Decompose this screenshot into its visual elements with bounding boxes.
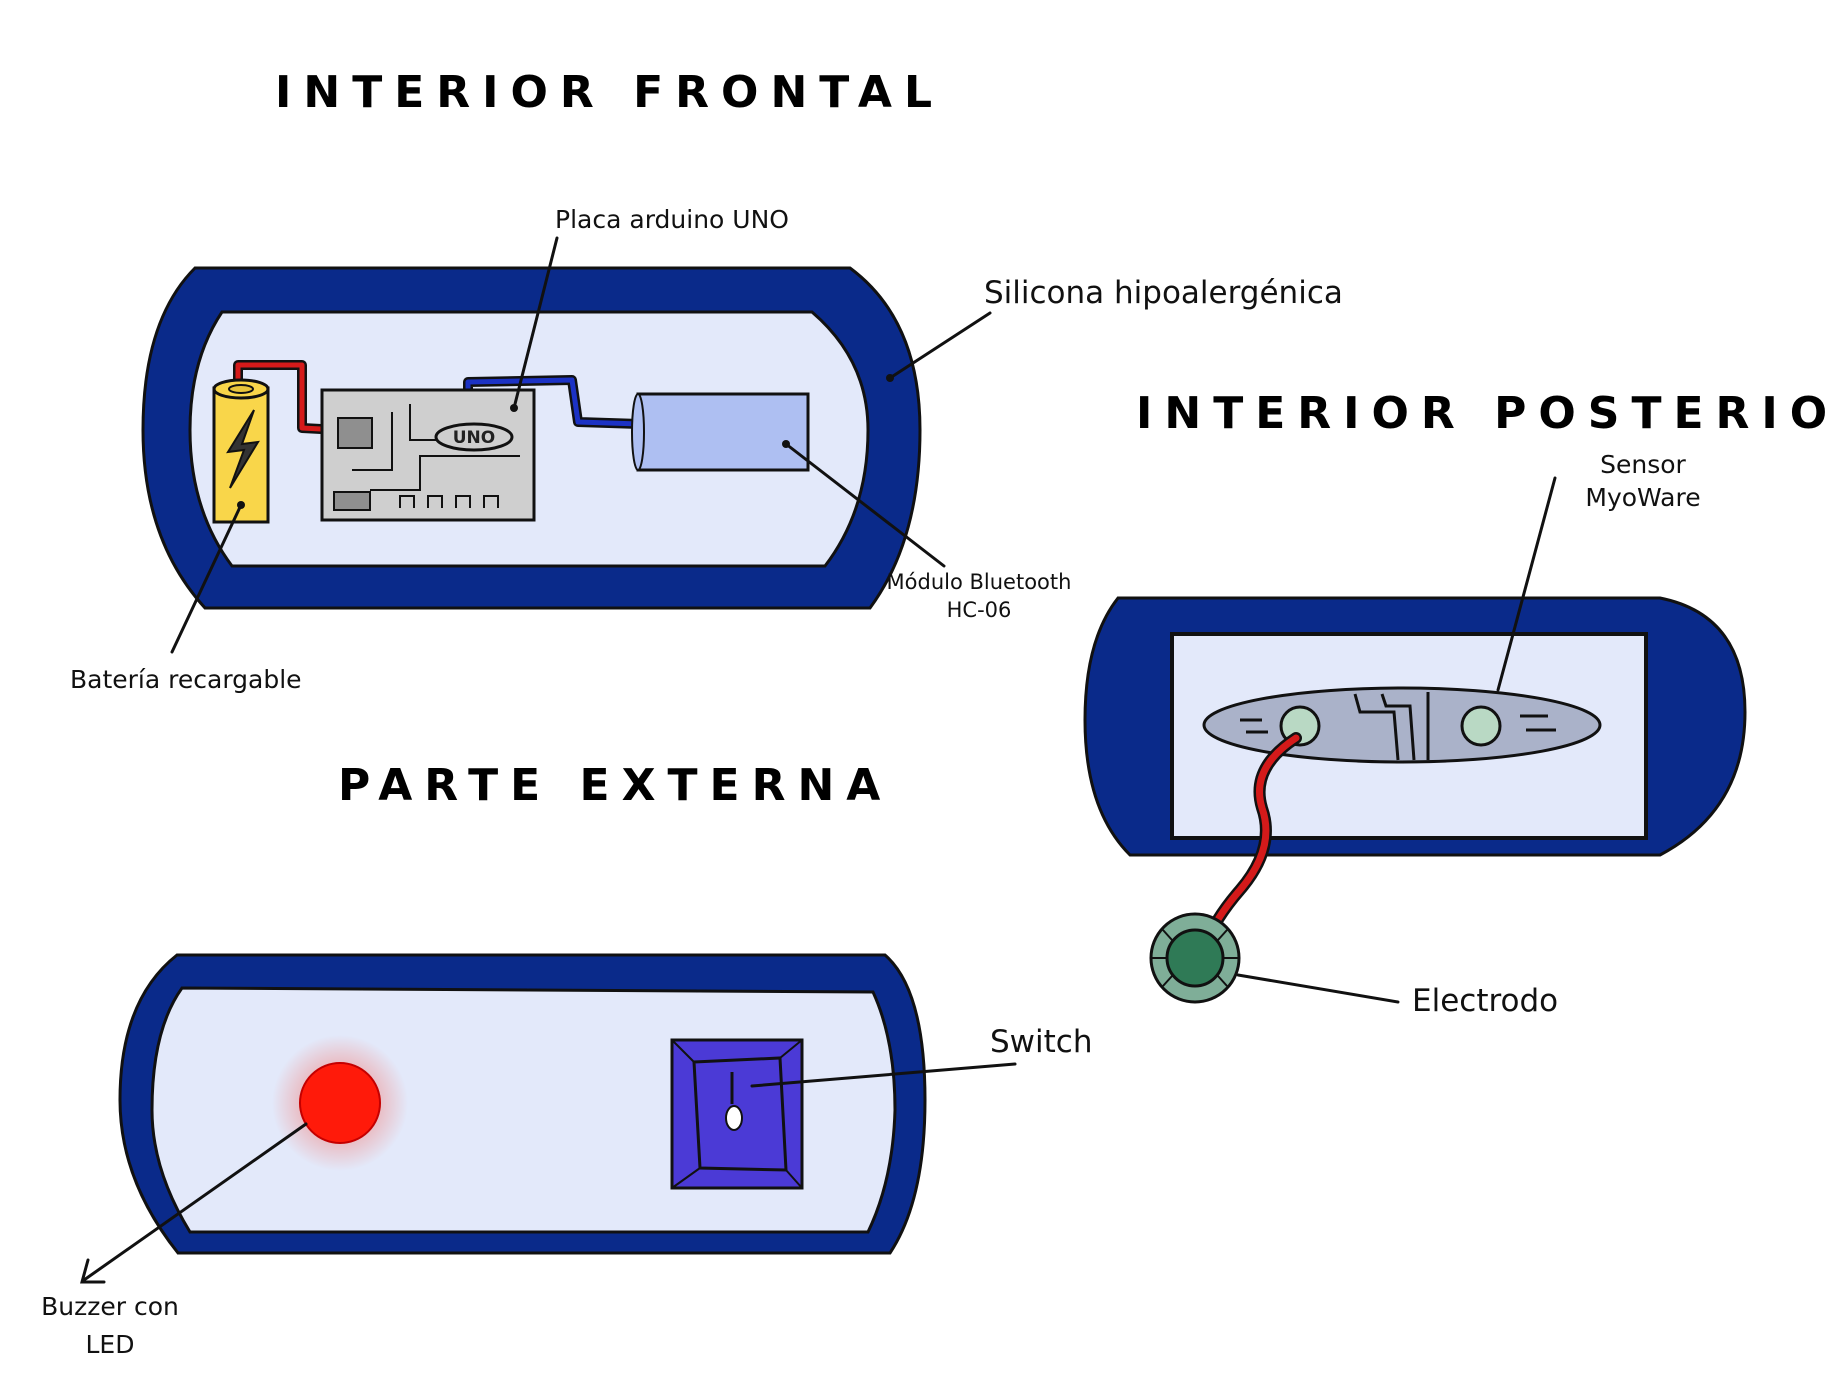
myoware-sensor [1202,686,1602,764]
label-bluetooth-line1: Módulo Bluetooth [887,570,1072,594]
switch [670,1038,804,1190]
leader-silicone [888,311,992,380]
leader-sensor [1496,476,1557,692]
arduino-board: UNO [320,388,536,522]
leader-buzzer [82,1122,308,1282]
uno-chip [434,422,514,452]
label-battery: Batería recargable [70,665,302,694]
label-buzzer-line2: LED [86,1330,135,1359]
label-electrode: Electrodo [1412,983,1558,1019]
section-title-parte-externa: PARTE EXTERNA [338,760,892,811]
section-title-interior-posterior: INTERIOR POSTERIOR [1136,388,1836,439]
label-switch: Switch [990,1024,1093,1060]
label-silicone: Silicona hipoalergénica [984,275,1343,311]
bluetooth-module [631,392,810,472]
leader-arduino [512,236,559,410]
label-buzzer-line1: Buzzer con [41,1292,179,1321]
board-mark: UNO [453,428,495,448]
led-buzzer [272,1035,408,1171]
leader-electrode [1236,973,1400,1004]
lightning-icon [226,409,260,489]
arrow-head-icon [80,1258,106,1284]
label-arduino: Placa arduino UNO [555,205,789,234]
section-title-interior-frontal: INTERIOR FRONTAL [275,67,944,118]
electrode [1149,912,1241,1004]
leader-battery [170,503,243,654]
leader-bluetooth [784,442,946,568]
label-sensor-line2: MyoWare [1585,483,1700,512]
label-bluetooth-line2: HC-06 [947,598,1012,622]
external-casing [118,953,927,1255]
leader-switch [750,1062,1017,1088]
label-sensor-line1: Sensor [1600,450,1686,479]
battery [212,378,270,524]
